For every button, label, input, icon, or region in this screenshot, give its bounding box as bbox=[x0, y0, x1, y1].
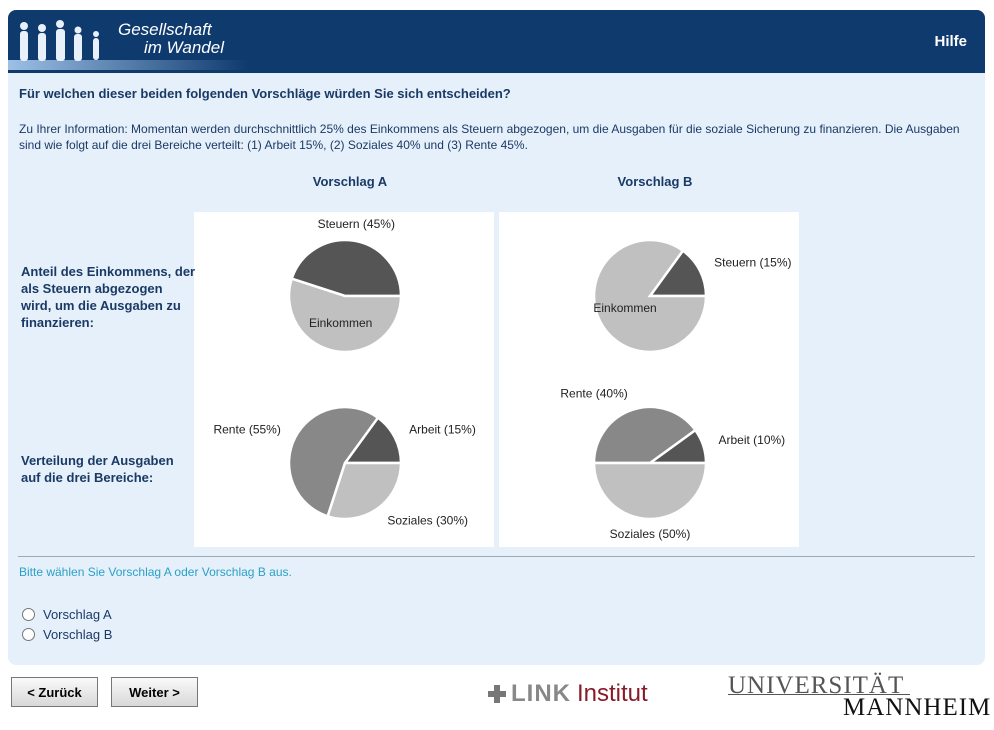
header-stripe bbox=[8, 60, 248, 70]
row-label: Anteil des Einkommens, der als Steuern a… bbox=[21, 264, 196, 330]
header: Gesellschaft im Wandel Hilfe bbox=[8, 10, 985, 73]
column-header: Vorschlag B bbox=[617, 174, 693, 189]
info-text: Zu Ihrer Information: Momentan werden du… bbox=[19, 122, 960, 152]
question: Für welchen dieser beiden folgenden Vors… bbox=[19, 86, 511, 101]
option-label[interactable]: Vorschlag A bbox=[43, 607, 112, 622]
option[interactable]: Vorschlag A bbox=[22, 607, 112, 622]
link-logo: LINK Institut bbox=[487, 680, 648, 708]
logo-text: im Wandel bbox=[144, 38, 224, 57]
logo-text: Gesellschaft bbox=[118, 20, 212, 39]
radio[interactable] bbox=[22, 608, 35, 621]
radio[interactable] bbox=[22, 628, 35, 641]
link-institut: Institut bbox=[577, 680, 648, 707]
link-text: LINK bbox=[511, 680, 571, 707]
column-header: Vorschlag A bbox=[312, 174, 388, 189]
divider bbox=[18, 556, 975, 557]
help-link[interactable]: Hilfe bbox=[934, 33, 967, 50]
chart-panel bbox=[194, 212, 494, 547]
link-icon bbox=[488, 685, 506, 703]
option[interactable]: Vorschlag B bbox=[22, 627, 112, 642]
option-label[interactable]: Vorschlag B bbox=[43, 627, 113, 642]
content-panel bbox=[8, 73, 985, 665]
row-label: Verteilung der Ausgaben auf die drei Ber… bbox=[21, 453, 174, 485]
uni-rule bbox=[728, 694, 910, 695]
logo-figures bbox=[20, 20, 99, 61]
uni-logo: MANNHEIM bbox=[843, 694, 992, 721]
instruction: Bitte wählen Sie Vorschlag A oder Vorsch… bbox=[19, 565, 292, 579]
back-button[interactable]: < Zurück bbox=[11, 677, 98, 707]
chart-panel bbox=[499, 212, 799, 547]
next-button[interactable]: Weiter > bbox=[111, 677, 198, 707]
